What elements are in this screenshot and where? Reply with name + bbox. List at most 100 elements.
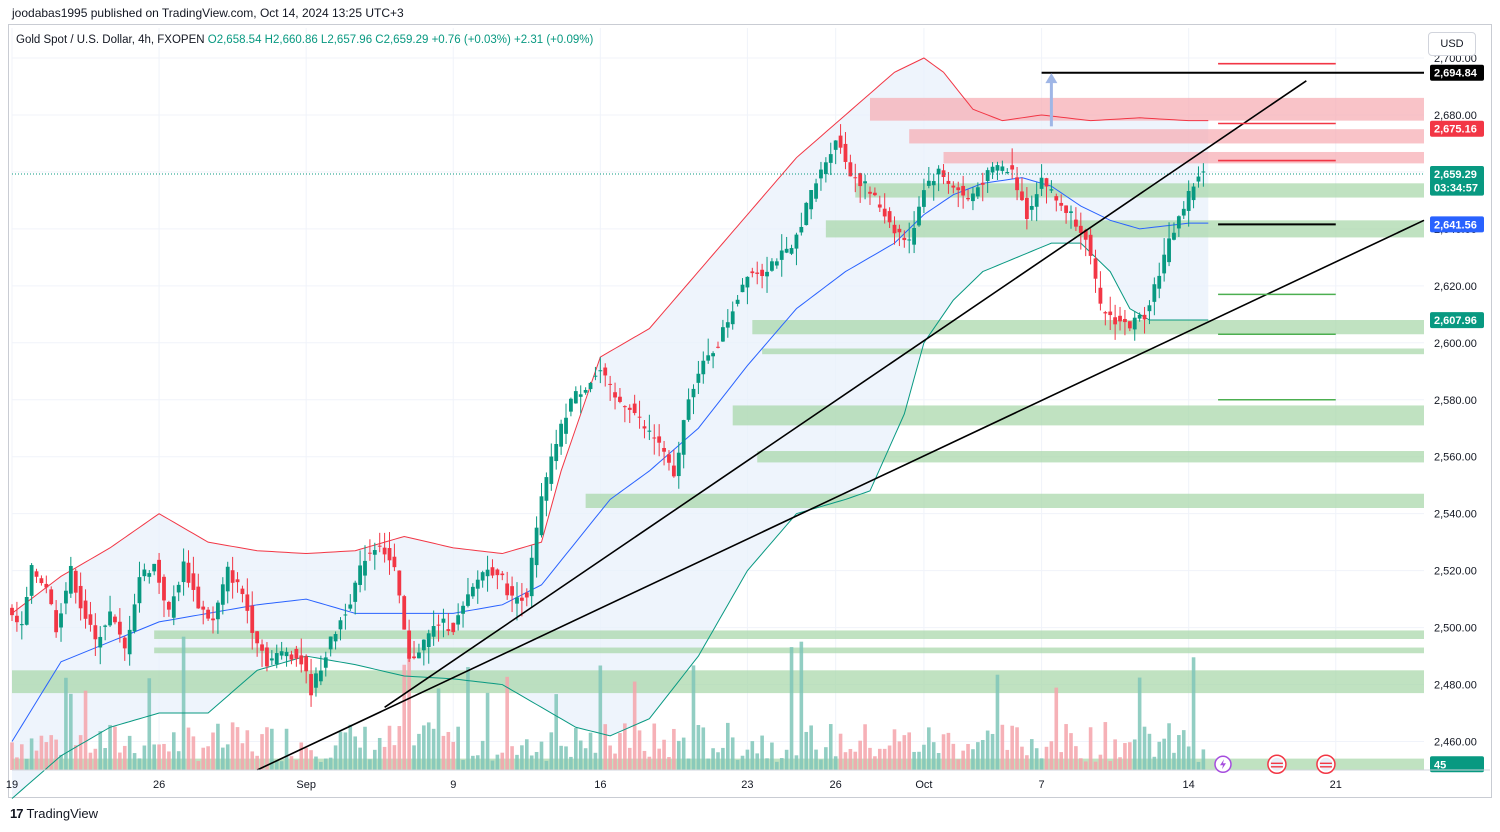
- candle-body[interactable]: [711, 353, 715, 357]
- candle-body[interactable]: [637, 416, 642, 418]
- candle-body[interactable]: [667, 454, 671, 463]
- candle-body[interactable]: [235, 579, 240, 583]
- candle-body[interactable]: [1029, 205, 1034, 210]
- candle-body[interactable]: [500, 573, 505, 576]
- candle-body[interactable]: [1181, 208, 1186, 216]
- candle-body[interactable]: [1039, 177, 1044, 189]
- candle-body[interactable]: [196, 586, 201, 609]
- candle-body[interactable]: [299, 655, 304, 665]
- candle-body[interactable]: [907, 239, 912, 241]
- candle-body[interactable]: [152, 563, 157, 572]
- candle-body[interactable]: [956, 187, 961, 191]
- candle-body[interactable]: [1064, 205, 1068, 213]
- candle-body[interactable]: [1191, 186, 1196, 201]
- candle-body[interactable]: [176, 584, 181, 593]
- candle-body[interactable]: [931, 181, 936, 186]
- candle-body[interactable]: [578, 394, 583, 397]
- candle-body[interactable]: [475, 579, 480, 589]
- candle-body[interactable]: [892, 224, 897, 234]
- candle-body[interactable]: [828, 154, 833, 163]
- candle-body[interactable]: [407, 630, 412, 659]
- candle-body[interactable]: [882, 208, 887, 217]
- candle-body[interactable]: [750, 271, 755, 274]
- candle-body[interactable]: [784, 248, 789, 253]
- candle-body[interactable]: [1010, 165, 1015, 170]
- candle-body[interactable]: [926, 180, 931, 186]
- candle-body[interactable]: [618, 396, 622, 402]
- candle-body[interactable]: [1127, 321, 1132, 329]
- candle-body[interactable]: [456, 615, 461, 625]
- candle-body[interactable]: [569, 398, 573, 412]
- candle-body[interactable]: [804, 202, 809, 226]
- candle-body[interactable]: [274, 653, 279, 665]
- candle-body[interactable]: [318, 670, 323, 682]
- candle-body[interactable]: [1000, 166, 1005, 171]
- candle-body[interactable]: [686, 399, 691, 420]
- candle-body[interactable]: [230, 570, 235, 583]
- candle-body[interactable]: [19, 624, 24, 626]
- candle-body[interactable]: [15, 615, 19, 623]
- candle-body[interactable]: [544, 477, 549, 501]
- candle-body[interactable]: [706, 355, 711, 361]
- candle-body[interactable]: [721, 327, 725, 342]
- candle-body[interactable]: [98, 636, 103, 648]
- candle-body[interactable]: [1088, 234, 1093, 256]
- candle-body[interactable]: [29, 565, 34, 596]
- candle-body[interactable]: [632, 403, 637, 414]
- candle-body[interactable]: [88, 614, 93, 625]
- candle-body[interactable]: [323, 657, 328, 668]
- candle-body[interactable]: [171, 596, 176, 618]
- candle-body[interactable]: [377, 545, 382, 547]
- candle-body[interactable]: [529, 557, 534, 597]
- candle-body[interactable]: [328, 636, 333, 650]
- candle-body[interactable]: [348, 604, 353, 609]
- candle-body[interactable]: [971, 193, 975, 202]
- candle-body[interactable]: [108, 611, 112, 626]
- candle-body[interactable]: [1123, 318, 1127, 323]
- candle-body[interactable]: [490, 567, 495, 576]
- candle-body[interactable]: [132, 604, 137, 632]
- candle-body[interactable]: [368, 552, 372, 554]
- candle-body[interactable]: [255, 631, 260, 644]
- candle-body[interactable]: [872, 192, 877, 196]
- candle-body[interactable]: [1176, 216, 1181, 229]
- candle-body[interactable]: [573, 391, 578, 404]
- trendline[interactable]: [384, 80, 1307, 709]
- candle-body[interactable]: [902, 237, 907, 241]
- candle-body[interactable]: [539, 496, 544, 536]
- candle-body[interactable]: [353, 582, 358, 602]
- candle-body[interactable]: [564, 417, 568, 434]
- candle-body[interactable]: [1098, 287, 1103, 304]
- candle-body[interactable]: [760, 269, 765, 277]
- candle-body[interactable]: [1113, 317, 1118, 325]
- currency-button[interactable]: USD: [1428, 32, 1476, 56]
- candle-body[interactable]: [64, 590, 68, 604]
- candle-body[interactable]: [1083, 229, 1088, 240]
- candle-body[interactable]: [608, 383, 613, 385]
- candle-body[interactable]: [868, 191, 872, 194]
- candle-body[interactable]: [294, 648, 299, 659]
- candle-body[interactable]: [1132, 317, 1137, 330]
- candle-body[interactable]: [936, 168, 941, 175]
- candle-body[interactable]: [819, 169, 823, 179]
- candle-body[interactable]: [157, 559, 161, 583]
- candle-body[interactable]: [1078, 225, 1083, 233]
- candle-body[interactable]: [309, 674, 313, 696]
- candle-body[interactable]: [1034, 194, 1039, 207]
- candle-body[interactable]: [59, 613, 63, 628]
- candle-body[interactable]: [358, 565, 362, 585]
- candle-body[interactable]: [382, 547, 387, 555]
- candle-body[interactable]: [917, 206, 921, 226]
- candle-body[interactable]: [392, 556, 397, 568]
- candle-body[interactable]: [426, 633, 431, 647]
- candle-body[interactable]: [716, 346, 720, 348]
- candle-body[interactable]: [166, 601, 171, 610]
- candle-body[interactable]: [34, 571, 39, 577]
- candle-body[interactable]: [779, 250, 784, 260]
- candle-body[interactable]: [843, 143, 848, 162]
- candle-body[interactable]: [657, 436, 662, 443]
- candle-body[interactable]: [897, 228, 902, 233]
- candle-body[interactable]: [73, 570, 78, 593]
- candle-body[interactable]: [24, 596, 29, 625]
